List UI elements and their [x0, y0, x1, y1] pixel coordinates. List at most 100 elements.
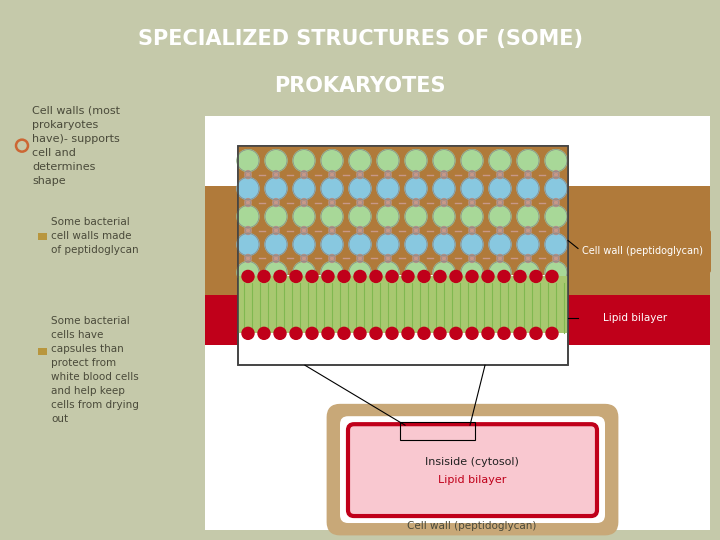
- Circle shape: [489, 178, 511, 200]
- Circle shape: [245, 256, 251, 262]
- Circle shape: [546, 271, 558, 282]
- Circle shape: [441, 173, 447, 179]
- Circle shape: [497, 199, 503, 205]
- Circle shape: [258, 271, 270, 282]
- Circle shape: [377, 150, 399, 172]
- Circle shape: [489, 233, 511, 255]
- Circle shape: [265, 206, 287, 227]
- Circle shape: [245, 228, 251, 234]
- Circle shape: [245, 254, 251, 260]
- Circle shape: [377, 233, 399, 255]
- Circle shape: [553, 228, 559, 234]
- Text: PROKARYOTES: PROKARYOTES: [274, 76, 446, 96]
- Circle shape: [273, 173, 279, 179]
- Circle shape: [245, 200, 251, 206]
- Circle shape: [525, 256, 531, 262]
- Circle shape: [461, 261, 483, 284]
- Circle shape: [245, 226, 251, 233]
- Circle shape: [553, 173, 559, 179]
- Circle shape: [301, 254, 307, 260]
- Circle shape: [525, 173, 531, 179]
- Circle shape: [329, 256, 335, 262]
- Circle shape: [413, 254, 419, 260]
- Circle shape: [377, 206, 399, 227]
- Circle shape: [385, 254, 391, 260]
- Circle shape: [433, 261, 455, 284]
- Circle shape: [469, 171, 475, 177]
- Circle shape: [386, 327, 398, 339]
- Circle shape: [441, 228, 447, 234]
- Circle shape: [413, 171, 419, 177]
- Circle shape: [321, 150, 343, 172]
- Circle shape: [553, 199, 559, 205]
- Circle shape: [433, 178, 455, 200]
- Circle shape: [329, 228, 335, 234]
- Circle shape: [265, 261, 287, 284]
- Circle shape: [497, 256, 503, 262]
- Circle shape: [545, 233, 567, 255]
- Circle shape: [498, 327, 510, 339]
- FancyBboxPatch shape: [205, 186, 710, 295]
- FancyBboxPatch shape: [328, 405, 617, 534]
- Circle shape: [441, 256, 447, 262]
- Circle shape: [273, 254, 279, 260]
- Circle shape: [322, 271, 334, 282]
- Circle shape: [517, 178, 539, 200]
- Circle shape: [402, 271, 414, 282]
- Circle shape: [301, 199, 307, 205]
- Circle shape: [441, 171, 447, 177]
- Text: Cell wall (peptidoglycan): Cell wall (peptidoglycan): [408, 521, 536, 531]
- Circle shape: [385, 228, 391, 234]
- Circle shape: [237, 150, 259, 172]
- FancyBboxPatch shape: [205, 116, 710, 530]
- Circle shape: [413, 199, 419, 205]
- Circle shape: [545, 261, 567, 284]
- Circle shape: [293, 261, 315, 284]
- Circle shape: [265, 233, 287, 255]
- Circle shape: [385, 200, 391, 206]
- Circle shape: [441, 200, 447, 206]
- Circle shape: [405, 178, 427, 200]
- Text: Cell walls (most
prokaryotes
have)- supports
cell and
determines
shape: Cell walls (most prokaryotes have)- supp…: [32, 106, 120, 186]
- Circle shape: [293, 206, 315, 227]
- Circle shape: [293, 233, 315, 255]
- Circle shape: [357, 200, 363, 206]
- Circle shape: [306, 327, 318, 339]
- Circle shape: [405, 206, 427, 227]
- Circle shape: [265, 150, 287, 172]
- Circle shape: [385, 226, 391, 233]
- Circle shape: [301, 228, 307, 234]
- Circle shape: [441, 226, 447, 233]
- Circle shape: [329, 173, 335, 179]
- FancyBboxPatch shape: [575, 230, 711, 273]
- FancyBboxPatch shape: [575, 301, 696, 335]
- Circle shape: [273, 226, 279, 233]
- Circle shape: [525, 171, 531, 177]
- Circle shape: [321, 233, 343, 255]
- Circle shape: [546, 327, 558, 339]
- Circle shape: [469, 254, 475, 260]
- Circle shape: [377, 261, 399, 284]
- Circle shape: [274, 271, 286, 282]
- Circle shape: [357, 254, 363, 260]
- Circle shape: [433, 206, 455, 227]
- Circle shape: [321, 178, 343, 200]
- Circle shape: [441, 254, 447, 260]
- Circle shape: [349, 261, 371, 284]
- Circle shape: [265, 178, 287, 200]
- Circle shape: [385, 256, 391, 262]
- Circle shape: [489, 150, 511, 172]
- Circle shape: [354, 271, 366, 282]
- Circle shape: [498, 271, 510, 282]
- Circle shape: [273, 256, 279, 262]
- Circle shape: [237, 233, 259, 255]
- Circle shape: [245, 173, 251, 179]
- Circle shape: [321, 206, 343, 227]
- Circle shape: [405, 150, 427, 172]
- Text: Some bacterial
cell walls made
of peptidoglycan: Some bacterial cell walls made of peptid…: [51, 218, 139, 255]
- Circle shape: [405, 261, 427, 284]
- Circle shape: [553, 226, 559, 233]
- Circle shape: [441, 199, 447, 205]
- Text: Insiside (cytosol): Insiside (cytosol): [425, 457, 519, 467]
- Circle shape: [258, 327, 270, 339]
